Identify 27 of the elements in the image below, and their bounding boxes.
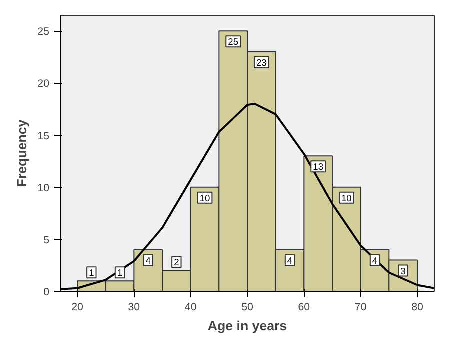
y-tick-label: 20	[38, 78, 50, 90]
y-tick-label: 10	[38, 182, 50, 194]
y-tick-label: 25	[38, 26, 50, 38]
data-label: 1	[89, 268, 94, 278]
x-axis-title: Age in years	[208, 318, 288, 334]
x-tick-label: 40	[184, 302, 197, 314]
data-label: 13	[313, 162, 324, 172]
data-label: 23	[256, 58, 267, 68]
y-tick-label: 0	[44, 286, 50, 298]
data-label: 3	[400, 266, 406, 276]
data-label: 4	[372, 256, 378, 266]
x-tick-label: 70	[354, 302, 367, 314]
data-label: 4	[287, 256, 293, 266]
x-tick-label: 60	[298, 302, 310, 314]
x-tick-label: 80	[412, 302, 424, 314]
y-tick-label: 5	[44, 234, 50, 246]
y-axis-title: Frequency	[14, 119, 30, 188]
data-label: 25	[228, 37, 239, 48]
y-tick-label: 15	[38, 130, 50, 142]
data-label: 1	[117, 268, 123, 278]
data-label: 2	[174, 258, 180, 268]
x-tick-label: 50	[242, 302, 254, 314]
x-tick-label: 30	[128, 302, 140, 314]
data-label: 10	[200, 193, 210, 204]
data-label: 10	[341, 193, 352, 204]
data-label: 4	[146, 256, 151, 266]
x-tick-label: 20	[72, 302, 84, 314]
